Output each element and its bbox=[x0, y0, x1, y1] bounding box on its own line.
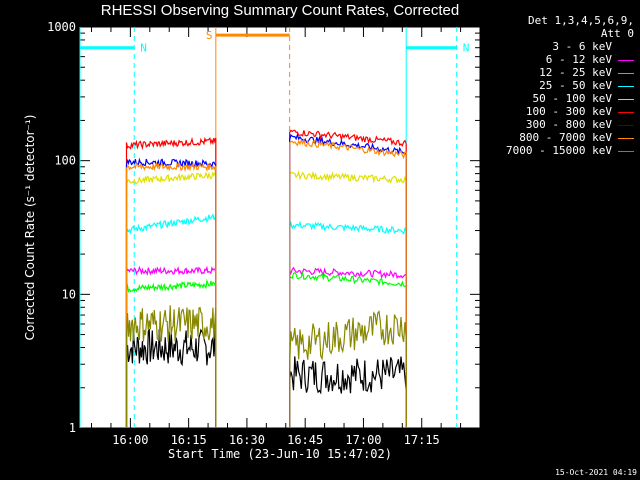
series-line bbox=[125, 305, 217, 428]
legend-swatch bbox=[618, 111, 634, 113]
legend-label: 6 - 12 keV bbox=[545, 53, 612, 66]
legend-swatch bbox=[618, 85, 634, 87]
y-tick-label: 10 bbox=[62, 287, 76, 301]
legend-entry: 3 - 6 keV bbox=[506, 40, 634, 53]
legend-swatch bbox=[618, 59, 634, 61]
legend-entry: 25 - 50 keV bbox=[506, 79, 634, 92]
y-tick-label: 1 bbox=[69, 421, 76, 435]
legend-label: 12 - 25 keV bbox=[539, 66, 612, 79]
x-tick-label: 16:30 bbox=[229, 433, 265, 447]
legend-header-line-1: Det 1,3,4,5,6,9, bbox=[528, 14, 634, 27]
legend-swatch bbox=[618, 98, 634, 100]
x-axis-label: Start Time (23-Jun-10 15:47:02) bbox=[168, 447, 392, 461]
legend-header-line-2: Att 0 bbox=[600, 27, 634, 40]
legend-swatch bbox=[618, 46, 634, 48]
legend-label: 300 - 800 keV bbox=[525, 118, 612, 131]
legend-entry: 12 - 25 keV bbox=[506, 66, 634, 79]
series-line bbox=[289, 137, 407, 428]
series-line bbox=[289, 266, 407, 428]
chart-title: RHESSI Observing Summary Count Rates, Co… bbox=[100, 2, 460, 19]
series-line bbox=[289, 356, 407, 428]
legend-entry: 7000 - 15000 keV bbox=[506, 144, 634, 157]
legend-entry: 800 - 7000 keV bbox=[506, 131, 634, 144]
legend-label: 800 - 7000 keV bbox=[519, 131, 612, 144]
annotation-label: S bbox=[206, 29, 213, 42]
series-line bbox=[125, 213, 217, 428]
y-tick-label: 100 bbox=[54, 154, 76, 168]
series-line bbox=[125, 161, 217, 428]
series-line bbox=[125, 265, 217, 428]
legend: Det 1,3,4,5,6,9, Att 0 3 - 6 keV 6 - 12 k… bbox=[506, 14, 634, 157]
annotation-label: N bbox=[140, 42, 147, 55]
series-line bbox=[125, 278, 217, 428]
x-tick-label: 16:00 bbox=[112, 433, 148, 447]
y-tick-label: 1000 bbox=[47, 20, 76, 34]
series-line bbox=[289, 220, 407, 428]
series-line bbox=[289, 129, 407, 428]
x-tick-label: 17:15 bbox=[404, 433, 440, 447]
legend-label: 7000 - 15000 keV bbox=[506, 144, 612, 157]
legend-entry: 6 - 12 keV bbox=[506, 53, 634, 66]
x-tick-label: 16:45 bbox=[287, 433, 323, 447]
legend-label: 100 - 300 keV bbox=[525, 105, 612, 118]
plot-area bbox=[79, 26, 481, 429]
series-line bbox=[289, 271, 407, 428]
series-line bbox=[125, 157, 217, 428]
series-line bbox=[289, 170, 407, 428]
legend-swatch bbox=[618, 150, 634, 152]
legend-swatch bbox=[618, 137, 634, 139]
timestamp: 15-Oct-2021 04:19 bbox=[555, 468, 637, 477]
legend-swatch bbox=[618, 124, 634, 126]
legend-entry: 300 - 800 keV bbox=[506, 118, 634, 131]
annotation-label: N bbox=[463, 42, 470, 55]
series-line bbox=[125, 136, 217, 428]
legend-label: 3 - 6 keV bbox=[552, 40, 612, 53]
legend-entry: 100 - 300 keV bbox=[506, 105, 634, 118]
x-tick-label: 17:00 bbox=[345, 433, 381, 447]
series-line bbox=[289, 309, 407, 428]
series-line bbox=[125, 170, 217, 428]
x-tick-label: 16:15 bbox=[171, 433, 207, 447]
legend-entry: 50 - 100 keV bbox=[506, 92, 634, 105]
legend-swatch bbox=[618, 72, 634, 74]
legend-label: 50 - 100 keV bbox=[532, 92, 612, 105]
legend-label: 25 - 50 keV bbox=[539, 79, 612, 92]
y-axis-label: Corrected Count Rate (s⁻¹ detector⁻¹) bbox=[23, 115, 37, 341]
